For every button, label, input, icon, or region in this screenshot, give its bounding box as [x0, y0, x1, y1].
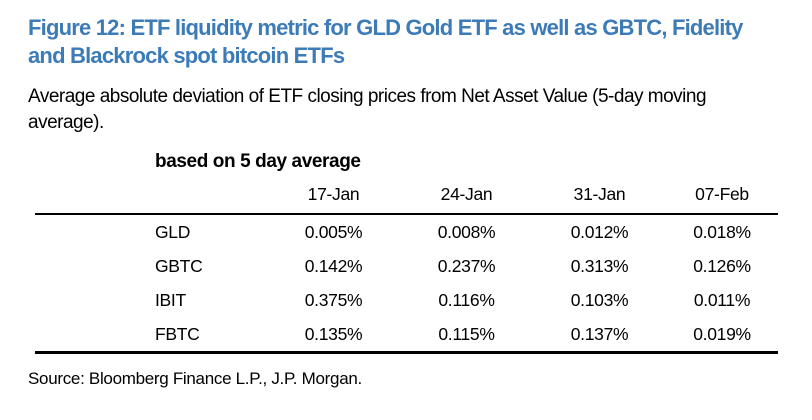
- table-row-gbtc: GBTC 0.142% 0.237% 0.313% 0.126%: [35, 249, 778, 283]
- column-header-17jan: 17-Jan: [267, 183, 400, 215]
- value-cell: 0.115%: [400, 317, 533, 354]
- column-header-empty: [35, 183, 267, 215]
- table-header-row: 17-Jan 24-Jan 31-Jan 07-Feb: [35, 183, 778, 215]
- value-cell: 0.142%: [304, 255, 363, 276]
- table-caption: based on 5 day average: [155, 151, 361, 172]
- value-cell: 0.019%: [666, 317, 778, 354]
- value-cell: 0.375%: [304, 289, 363, 310]
- value-cell: 0.018%: [693, 221, 751, 242]
- table-row-gld: GLD 0.005% 0.008% 0.012% 0.018%: [35, 214, 778, 249]
- column-header-31jan: 31-Jan: [533, 183, 666, 215]
- value-cell: 0.012%: [570, 221, 629, 242]
- value-cell: 0.011%: [693, 289, 751, 310]
- value-cell: 0.008%: [437, 221, 496, 242]
- row-label: FBTC: [35, 317, 267, 354]
- value-cell: 0.116%: [438, 289, 495, 310]
- column-header-07feb: 07-Feb: [666, 183, 778, 215]
- value-cell: 0.005%: [304, 221, 363, 242]
- table-row-fbtc: FBTC 0.135% 0.115% 0.137% 0.019%: [35, 317, 778, 354]
- value-cell: 0.137%: [533, 317, 666, 354]
- value-cell: 0.313%: [570, 255, 629, 276]
- figure-title: Figure 12: ETF liquidity metric for GLD …: [28, 15, 743, 68]
- table-row-ibit: IBIT 0.375% 0.116% 0.103% 0.011%: [35, 283, 778, 317]
- column-header-24jan: 24-Jan: [400, 183, 533, 215]
- row-label: GLD: [155, 221, 191, 242]
- row-label: GBTC: [155, 255, 203, 276]
- value-cell: 0.126%: [693, 255, 751, 276]
- source-note: Source: Bloomberg Finance L.P., J.P. Mor…: [28, 369, 362, 388]
- value-cell: 0.103%: [570, 289, 629, 310]
- value-cell: 0.237%: [437, 255, 496, 276]
- row-label: IBIT: [155, 289, 186, 310]
- value-cell: 0.135%: [267, 317, 400, 354]
- figure-subtitle: Average absolute deviation of ETF closin…: [28, 86, 707, 133]
- data-table: 17-Jan 24-Jan 31-Jan 07-Feb GLD 0.005% 0…: [35, 183, 778, 354]
